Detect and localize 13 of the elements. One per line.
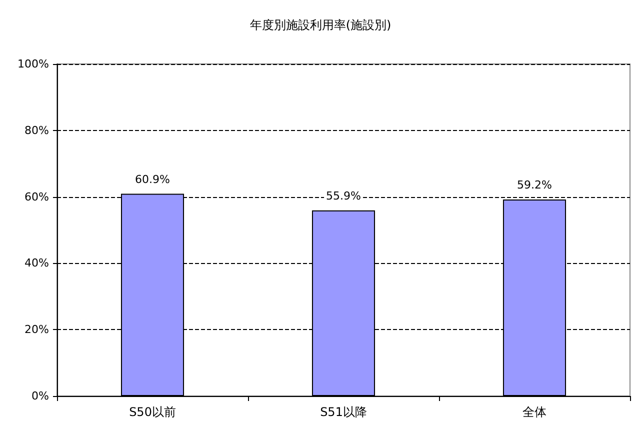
y-tick-label: 0% (32, 390, 49, 402)
data-label: 55.9% (326, 189, 361, 202)
x-tick-label: 全体 (522, 405, 546, 419)
y-tick-label: 100% (18, 58, 49, 70)
y-tick-label: 20% (24, 323, 49, 336)
y-tick-label: 80% (24, 124, 49, 137)
data-label: 60.9% (135, 172, 170, 186)
y-tick-label: 40% (24, 256, 49, 270)
chart-title: 年度別施設利用率(施設別) (250, 18, 392, 32)
data-label: 59.2% (517, 178, 552, 192)
y-tick-label: 60% (24, 190, 49, 204)
x-tick-label: S50以前 (129, 405, 176, 419)
x-tick-label: S51以降 (320, 405, 367, 419)
